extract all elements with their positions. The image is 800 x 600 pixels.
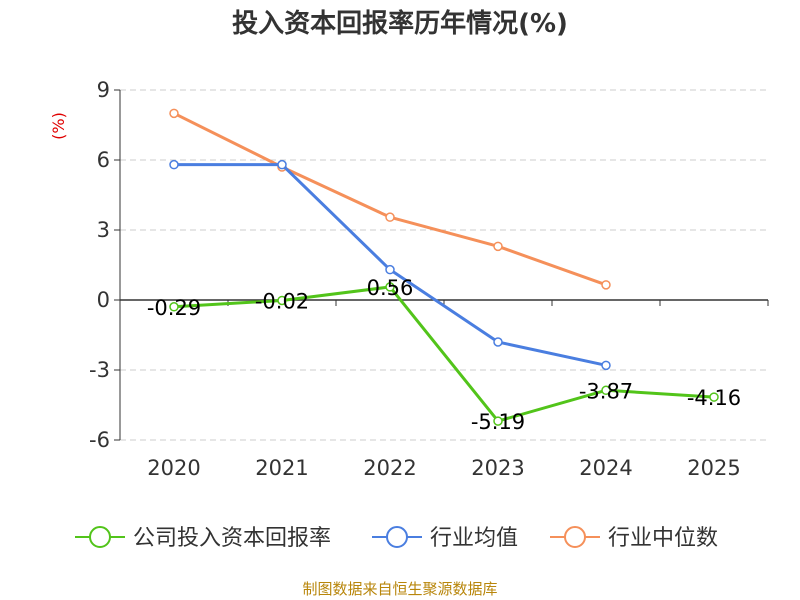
- legend-label-0: 公司投入资本回报率: [133, 526, 331, 551]
- data-labels: -0.29 -0.02 0.56 -5.19 -3.87 -4.16: [147, 276, 741, 434]
- series-point-0-4: [601, 385, 611, 396]
- series-point-1-3: [493, 337, 503, 347]
- x-tick-label-1: 2021: [255, 456, 308, 480]
- x-tick-label-0: 2020: [147, 456, 200, 480]
- series-point-1-0: [169, 159, 179, 170]
- series-line-0: [173, 285, 715, 423]
- series-line-2: [173, 111, 607, 287]
- x-tick-label-2: 2022: [363, 456, 416, 480]
- axes: 9 6 3 0 -3 -6 2020 2021 2022 2023 2024 2025: [89, 78, 769, 480]
- series-point-0-5: [709, 392, 719, 402]
- grid: [120, 89, 768, 441]
- legend: 公司投入资本回报率 行业均值 行业中位数: [75, 526, 718, 551]
- data-label-0: -0.29: [147, 296, 201, 320]
- series-point-2-2: [385, 212, 395, 222]
- series-point-2-4: [601, 280, 611, 290]
- y-tick-label-0: 9: [97, 78, 110, 102]
- series-point-1-2: [385, 264, 395, 275]
- legend-label-2: 行业中位数: [608, 526, 718, 551]
- series-layer: [169, 108, 719, 426]
- x-tick-label-4: 2024: [579, 456, 632, 480]
- legend-marker-2: [564, 526, 586, 548]
- y-tick-label-5: -6: [89, 428, 110, 452]
- series-point-0-0: [169, 302, 179, 312]
- chart-title: 投入资本回报率历年情况(%): [232, 8, 568, 39]
- series-point-0-2: [385, 282, 395, 292]
- legend-label-1: 行业均值: [430, 526, 518, 551]
- data-label-4: -3.87: [579, 379, 633, 403]
- series-point-1-1: [277, 159, 287, 170]
- series-point-0-1: [277, 295, 287, 306]
- data-label-1: -0.02: [255, 289, 309, 313]
- y-tick-label-2: 3: [97, 218, 110, 242]
- data-label-5: -4.16: [687, 386, 741, 410]
- series-point-1-4: [601, 360, 611, 371]
- data-label-2: 0.56: [367, 276, 414, 300]
- series-point-2-0: [169, 108, 179, 119]
- legend-marker-1: [386, 526, 408, 548]
- source-note: 制图数据来自恒生聚源数据库: [302, 580, 497, 598]
- y-tick-label-3: 0: [97, 288, 110, 312]
- x-tick-label-5: 2025: [687, 456, 740, 480]
- series-point-0-3: [493, 416, 503, 426]
- series-point-2-3: [493, 241, 503, 252]
- y-axis-label: (%): [49, 112, 68, 140]
- y-tick-label-4: -3: [89, 358, 110, 382]
- data-label-3: -5.19: [471, 410, 525, 434]
- legend-marker-0: [89, 526, 111, 548]
- y-tick-label-1: 6: [97, 148, 110, 172]
- x-tick-label-3: 2023: [471, 456, 524, 480]
